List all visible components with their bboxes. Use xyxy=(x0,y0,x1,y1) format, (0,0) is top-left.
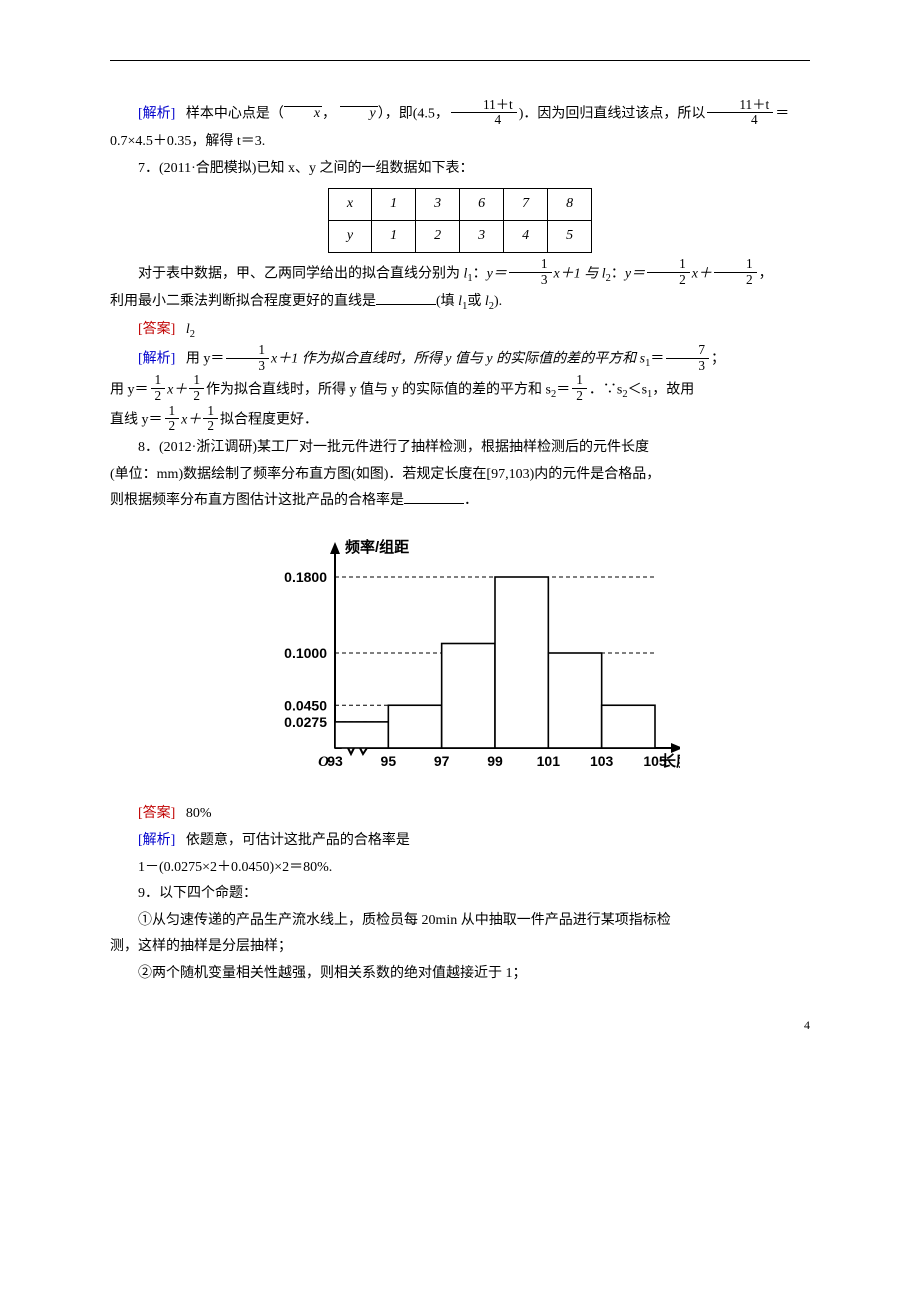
explanation-label: [解析] xyxy=(138,352,175,367)
q8-stem-2: (单位：mm)数据绘制了频率分布直方图(如图)．若规定长度在[97,103)内的… xyxy=(110,462,810,489)
svg-text:0.0275: 0.0275 xyxy=(284,714,327,730)
table-cell: 1 xyxy=(372,189,416,221)
explanation-label: [解析] xyxy=(138,833,175,848)
table-cell: 7 xyxy=(504,189,548,221)
table-cell: x xyxy=(328,189,371,221)
q7-data-table: x13678 y12345 xyxy=(328,188,592,252)
svg-text:95: 95 xyxy=(381,753,397,769)
q7-stem: 7．(2011·合肥模拟)已知 x、y 之间的一组数据如下表： xyxy=(110,156,810,183)
table-cell: 6 xyxy=(460,189,504,221)
table-cell: 3 xyxy=(460,221,504,253)
svg-text:0.1800: 0.1800 xyxy=(284,569,327,585)
q6-expl-line2: 0.7×4.5＋0.35，解得 t＝3. xyxy=(110,129,810,156)
q8-expl-1: [解析] 依题意，可估计这批产品的合格率是 xyxy=(110,828,810,855)
svg-text:103: 103 xyxy=(590,753,614,769)
q7-fit-lines: 对于表中数据，甲、乙两同学给出的拟合直线分别为 l1：y＝13x＋1 与 l2：… xyxy=(110,259,810,289)
table-cell: y xyxy=(328,221,371,253)
q8-answer: [答案] 80% xyxy=(110,801,810,828)
page-container: [解析] 样本中心点是（x， y），即(4.5，11＋t4)．因为回归直线过该点… xyxy=(0,0,920,1086)
table-cell: 5 xyxy=(548,221,592,253)
q7-expl-3: 直线 y＝12x＋12拟合程度更好． xyxy=(110,405,810,435)
fill-blank xyxy=(376,292,436,305)
q9-p1a: ①从匀速传递的产品生产流水线上，质检员每 20min 从中抽取一件产品进行某项指… xyxy=(110,908,810,935)
q6-expl: [解析] 样本中心点是（x， y），即(4.5，11＋t4)．因为回归直线过该点… xyxy=(110,99,810,129)
q9-p2: ②两个随机变量相关性越强，则相关系数的绝对值越接近于 1； xyxy=(110,961,810,988)
svg-text:93: 93 xyxy=(327,753,343,769)
svg-text:0.0450: 0.0450 xyxy=(284,697,327,713)
table-cell: 1 xyxy=(372,221,416,253)
q9-stem: 9．以下四个命题： xyxy=(110,881,810,908)
svg-text:频率/组距: 频率/组距 xyxy=(345,538,409,556)
top-rule xyxy=(110,60,810,61)
answer-label: [答案] xyxy=(138,806,175,821)
table-cell: 8 xyxy=(548,189,592,221)
histogram-wrap: 0.18000.10000.04500.02759395979910110310… xyxy=(110,523,810,794)
table-row-y: y12345 xyxy=(328,221,591,253)
explanation-label: [解析] xyxy=(138,106,175,121)
svg-text:99: 99 xyxy=(487,753,503,769)
q8-stem-1: 8．(2012·浙江调研)某工厂对一批元件进行了抽样检测，根据抽样检测后的元件长… xyxy=(110,435,810,462)
q8-expl-2: 1－(0.0275×2＋0.0450)×2＝80%. xyxy=(110,855,810,882)
table-cell: 2 xyxy=(416,221,460,253)
svg-text:O: O xyxy=(318,754,329,770)
table-cell: 4 xyxy=(504,221,548,253)
svg-text:97: 97 xyxy=(434,753,450,769)
q7-expl-1: [解析] 用 y＝13x＋1 作为拟合直线时，所得 y 值与 y 的实际值的差的… xyxy=(110,344,810,374)
q7-fit-lines-2: 利用最小二乘法判断拟合程度更好的直线是(填 l1或 l2). xyxy=(110,289,810,317)
histogram-chart: 0.18000.10000.04500.02759395979910110310… xyxy=(240,523,680,783)
q7-expl-2: 用 y＝12x＋12作为拟合直线时，所得 y 值与 y 的实际值的差的平方和 s… xyxy=(110,375,810,405)
q8-stem-3: 则根据频率分布直方图估计这批产品的合格率是． xyxy=(110,488,810,515)
q9-p1b: 测，这样的抽样是分层抽样； xyxy=(110,934,810,961)
q7-answer: [答案] l2 xyxy=(110,317,810,345)
table-cell: 3 xyxy=(416,189,460,221)
table-row-x: x13678 xyxy=(328,189,591,221)
page-number: 4 xyxy=(110,1014,810,1037)
fill-blank xyxy=(404,492,464,505)
answer-label: [答案] xyxy=(138,322,175,337)
svg-text:0.1000: 0.1000 xyxy=(284,645,327,661)
svg-text:长度(mm): 长度(mm) xyxy=(661,752,680,770)
svg-text:101: 101 xyxy=(537,753,561,769)
